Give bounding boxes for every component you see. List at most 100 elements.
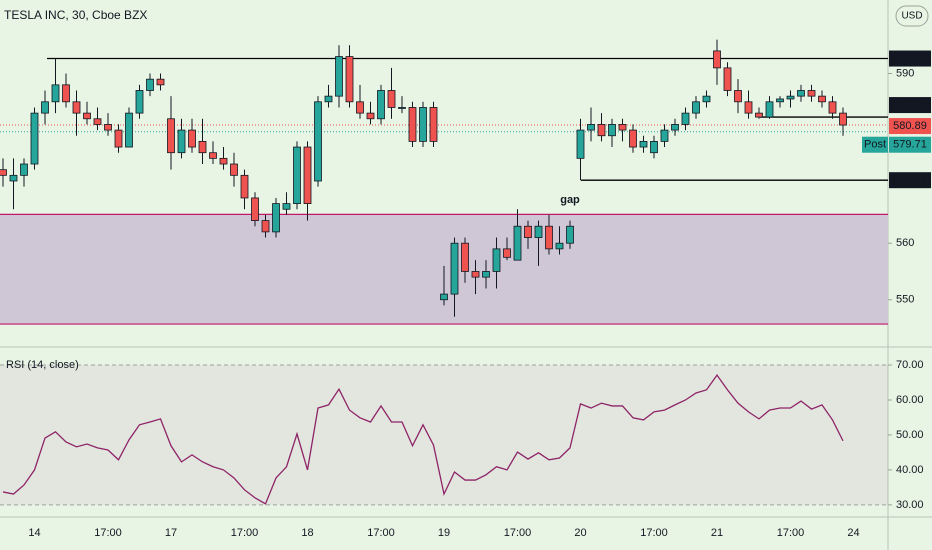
candle-body xyxy=(797,90,805,97)
candle-body xyxy=(639,140,648,148)
candle-body xyxy=(828,101,837,114)
y-tick-label: 60.00 xyxy=(896,394,924,406)
y-tick-label: 70.00 xyxy=(896,359,924,371)
level-label: 582.30 xyxy=(893,99,927,111)
candle-body xyxy=(104,124,112,131)
candle-body xyxy=(618,124,627,131)
candle-body xyxy=(114,129,123,148)
candle-body xyxy=(209,152,217,159)
y-tick-label: 50.00 xyxy=(896,429,924,441)
symbol-title: TESLA INC, 30, Cboe BZX xyxy=(4,8,147,22)
candle-body xyxy=(272,203,280,233)
rsi-band xyxy=(0,365,888,505)
post-label: 579.71 xyxy=(893,139,927,151)
x-tick-label: 14 xyxy=(28,527,40,539)
candle-body xyxy=(146,78,154,91)
candle-body xyxy=(41,101,49,114)
x-tick-label: 18 xyxy=(301,527,313,539)
y-tick-label: 550 xyxy=(896,294,914,306)
candle-body xyxy=(156,78,165,86)
candle-body xyxy=(293,146,301,205)
candle-body xyxy=(471,271,480,278)
x-tick-label: 21 xyxy=(711,527,723,539)
x-tick-label: 17:00 xyxy=(231,527,259,539)
candle-body xyxy=(461,242,469,272)
candle-body xyxy=(545,225,553,250)
candle-body xyxy=(261,220,270,233)
candle-body xyxy=(786,95,795,100)
candle-body xyxy=(681,112,690,125)
level-label: 592.65 xyxy=(893,52,927,64)
candle-body xyxy=(366,112,375,120)
candle-body xyxy=(608,124,616,137)
candle-body xyxy=(776,98,784,103)
candle-body xyxy=(282,203,291,210)
candle-body xyxy=(660,129,669,142)
candle-body xyxy=(177,129,186,154)
candle-body xyxy=(671,124,679,131)
x-tick-label: 20 xyxy=(574,527,586,539)
candle-body xyxy=(429,107,438,142)
level-badge xyxy=(889,172,931,189)
candle-body xyxy=(807,90,816,97)
candle-body xyxy=(566,225,574,244)
candle-body xyxy=(576,129,585,159)
candle-body xyxy=(587,124,595,131)
y-tick-label: 590 xyxy=(896,67,914,79)
x-tick-label: 17:00 xyxy=(367,527,395,539)
candle-body xyxy=(692,101,700,114)
candle-body xyxy=(440,293,448,301)
candle-body xyxy=(629,129,637,148)
candle-body xyxy=(765,101,774,118)
candle-body xyxy=(0,169,7,176)
x-tick-label: 17:00 xyxy=(640,527,668,539)
level-label: 571.14 xyxy=(893,174,927,186)
candle-body xyxy=(524,225,532,238)
x-tick-label: 17:00 xyxy=(504,527,532,539)
candle-body xyxy=(198,140,207,154)
candle-body xyxy=(230,163,238,176)
post-tag xyxy=(862,136,888,153)
candle-body xyxy=(30,112,39,165)
candle-body xyxy=(83,112,91,120)
candle-body xyxy=(398,107,406,109)
level-badge xyxy=(889,97,931,114)
annotation: gap xyxy=(560,194,580,206)
rsi-title: RSI (14, close) xyxy=(6,359,79,371)
candle-body xyxy=(251,197,259,221)
candle-body xyxy=(755,112,763,118)
candle-body xyxy=(492,248,501,272)
candle-body xyxy=(482,271,490,278)
candle-body xyxy=(20,163,28,176)
candle-body xyxy=(555,242,564,250)
candle-body xyxy=(377,90,385,120)
x-tick-label: 17 xyxy=(165,527,177,539)
y-tick-label: 560 xyxy=(896,237,914,249)
x-tick-label: 24 xyxy=(847,527,859,539)
candle-body xyxy=(734,90,742,103)
candle-body xyxy=(62,84,70,103)
currency-badge[interactable] xyxy=(895,5,929,27)
candle-body xyxy=(534,225,543,238)
candle-body xyxy=(303,146,312,205)
candle-body xyxy=(135,90,144,114)
post-badge xyxy=(889,136,931,153)
candle-body xyxy=(744,101,753,114)
candle-body xyxy=(51,84,60,103)
plot: 550 560 590 gap xyxy=(0,39,914,506)
candle-body xyxy=(818,95,826,103)
rsi-line xyxy=(2,374,844,505)
y-tick-label: 30.00 xyxy=(896,499,924,511)
x-tick-label: 17:00 xyxy=(777,527,805,539)
candle-body xyxy=(650,140,658,154)
candle-body xyxy=(387,90,396,108)
candle-body xyxy=(503,248,511,258)
candle-body xyxy=(240,174,249,199)
candle-body xyxy=(219,157,228,165)
candle-body xyxy=(702,95,711,103)
level-badge xyxy=(889,50,931,67)
currency[interactable]: USD xyxy=(901,11,922,22)
candle-body xyxy=(408,107,417,142)
candle-body xyxy=(597,124,606,137)
